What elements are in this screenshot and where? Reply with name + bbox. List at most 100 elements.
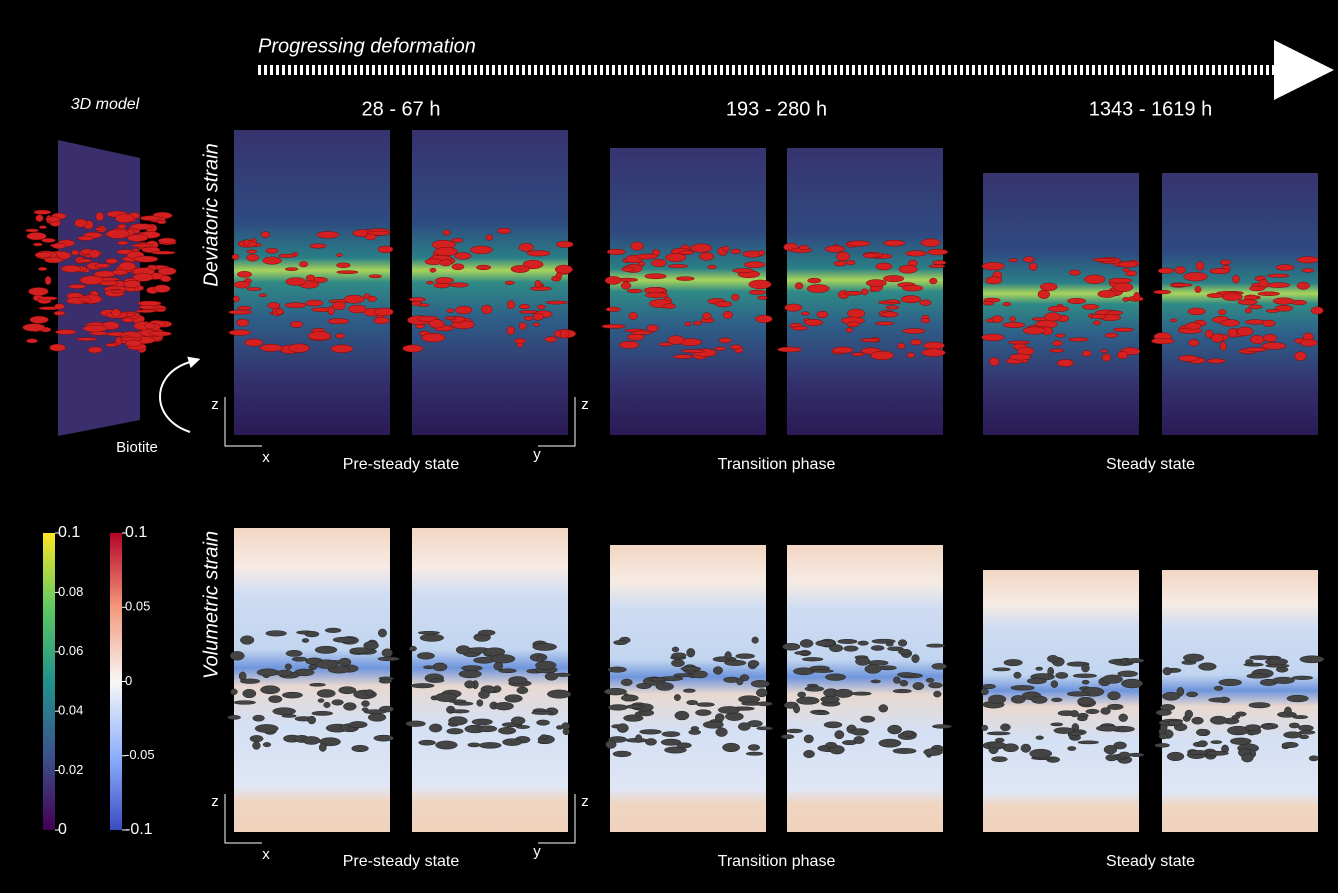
grain xyxy=(902,730,914,738)
grain xyxy=(992,667,1011,672)
grain xyxy=(860,715,876,723)
grain xyxy=(901,284,924,292)
grain xyxy=(267,302,281,309)
grain xyxy=(1051,697,1063,702)
grain xyxy=(506,326,515,336)
grain xyxy=(446,308,455,313)
phase-time: 193 - 280 h xyxy=(726,98,827,120)
grain xyxy=(1044,312,1062,322)
grain xyxy=(343,702,357,711)
grain xyxy=(497,227,511,234)
grain xyxy=(87,346,103,354)
grain xyxy=(798,244,809,251)
grain xyxy=(1244,294,1258,300)
grain xyxy=(846,240,871,247)
grain xyxy=(857,640,869,646)
grain xyxy=(29,315,49,324)
grain xyxy=(925,677,935,683)
grain xyxy=(613,640,628,646)
grain xyxy=(1265,663,1290,668)
grain xyxy=(791,326,809,331)
grain xyxy=(729,344,742,350)
grain xyxy=(1066,691,1090,697)
grain xyxy=(885,299,900,304)
grain xyxy=(1205,329,1214,339)
grain xyxy=(45,216,61,223)
grain xyxy=(304,631,320,638)
grain xyxy=(875,262,893,271)
grain xyxy=(534,280,542,289)
grain xyxy=(673,673,692,678)
grain xyxy=(262,742,272,748)
grain xyxy=(363,641,379,650)
grain xyxy=(1244,307,1252,314)
grain xyxy=(1291,675,1314,680)
grain xyxy=(1008,258,1018,263)
grain xyxy=(35,214,44,222)
grain xyxy=(246,249,258,254)
grain xyxy=(1108,277,1133,284)
grain xyxy=(309,243,327,249)
grain xyxy=(242,688,257,699)
grain xyxy=(324,627,342,633)
grain xyxy=(228,309,253,315)
grain xyxy=(862,252,880,259)
colorbar-tick-label: 0.04 xyxy=(58,703,83,718)
grain xyxy=(899,680,909,687)
grain xyxy=(323,701,331,708)
grain xyxy=(696,702,715,707)
grain xyxy=(290,321,304,328)
grain xyxy=(95,227,104,232)
grain xyxy=(129,223,153,230)
grain xyxy=(980,688,989,696)
grain xyxy=(1002,322,1026,328)
phase-label: Transition phase xyxy=(718,853,836,870)
grain xyxy=(1020,743,1032,753)
grain xyxy=(686,700,699,706)
phase-time: 1343 - 1619 h xyxy=(1089,98,1212,120)
grain xyxy=(278,253,297,258)
grain xyxy=(906,352,915,359)
grain xyxy=(116,240,129,246)
grain xyxy=(1103,744,1118,755)
grain xyxy=(1241,753,1254,763)
grain xyxy=(336,270,359,274)
grain xyxy=(361,707,369,712)
grain xyxy=(1249,655,1271,660)
grain xyxy=(318,743,327,752)
grain xyxy=(843,645,859,652)
grain xyxy=(243,239,251,247)
panels xyxy=(227,130,1325,832)
grain xyxy=(536,719,550,726)
grain xyxy=(1191,716,1204,725)
grain xyxy=(897,672,916,678)
grain xyxy=(1049,348,1065,353)
grain xyxy=(671,659,685,667)
grain xyxy=(434,247,458,256)
grain xyxy=(638,261,646,267)
grain xyxy=(635,734,643,743)
grain xyxy=(699,252,715,261)
grain xyxy=(335,333,346,339)
grain xyxy=(1184,322,1202,330)
grain xyxy=(676,742,692,749)
grain xyxy=(1209,715,1228,725)
grain xyxy=(986,731,1011,736)
axis-label: z xyxy=(581,793,589,810)
grain xyxy=(661,731,681,737)
grain xyxy=(1035,666,1044,671)
colorbar-tick-label: 0.08 xyxy=(58,584,83,599)
grain xyxy=(663,303,676,309)
arrow-label: Progressing deformation xyxy=(258,35,476,57)
grain xyxy=(680,666,702,672)
grain xyxy=(897,342,906,350)
phase-label: Steady state xyxy=(1106,853,1195,870)
grain xyxy=(417,630,440,635)
grain xyxy=(1047,655,1059,663)
grain xyxy=(1250,334,1265,345)
grain xyxy=(902,328,926,334)
grain xyxy=(516,686,529,695)
grain xyxy=(53,310,66,316)
grain xyxy=(28,287,49,296)
grain xyxy=(476,725,498,733)
